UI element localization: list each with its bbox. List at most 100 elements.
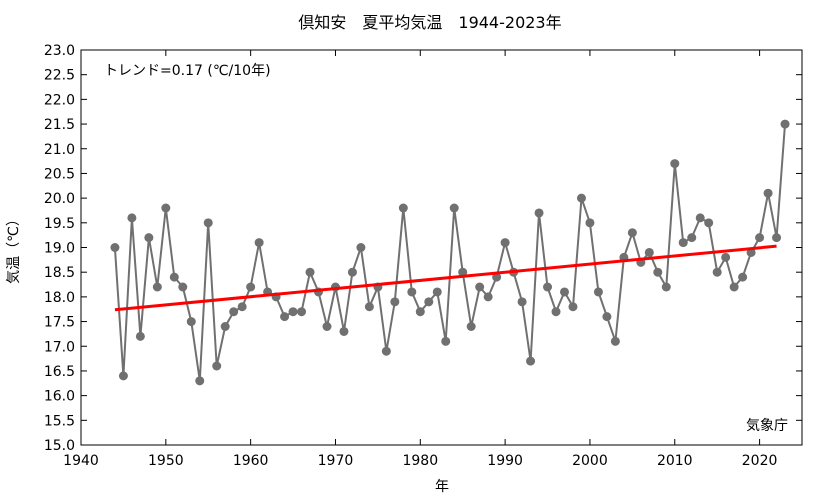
data-point (475, 282, 485, 292)
data-point (169, 272, 179, 282)
chart-title: 倶知安 夏平均気温 1944-2023年 (298, 13, 561, 32)
data-point (738, 272, 748, 282)
data-point (237, 302, 247, 312)
data-point (627, 228, 637, 238)
y-tick-label: 15.5 (44, 413, 75, 429)
data-point (144, 233, 154, 243)
data-point (780, 119, 790, 129)
x-tick-label: 1950 (148, 453, 184, 469)
data-point (118, 371, 128, 381)
data-point (534, 208, 544, 218)
data-point (407, 287, 417, 297)
data-point (687, 233, 697, 243)
data-point (415, 307, 425, 317)
data-point (127, 213, 137, 223)
data-point (755, 233, 765, 243)
data-point (297, 307, 307, 317)
data-point (695, 213, 705, 223)
data-point (246, 282, 256, 292)
x-axis: 1940 1950 1960 1970 1980 1990 2000 2010 2020 (63, 50, 777, 469)
data-point (721, 252, 731, 262)
data-point (458, 267, 468, 277)
y-axis-label: 気温（℃） (6, 212, 22, 284)
data-point (602, 312, 612, 322)
data-point (704, 218, 714, 228)
x-tick-label: 1940 (63, 453, 99, 469)
data-point (356, 243, 366, 252)
data-point (763, 188, 773, 198)
data-point (432, 287, 442, 297)
data-point (254, 238, 264, 248)
y-tick-label: 20.0 (44, 191, 75, 207)
series-summer-mean-temperature (110, 119, 790, 386)
data-point (339, 326, 349, 336)
data-point (229, 307, 239, 317)
data-point (186, 317, 196, 327)
data-point (110, 243, 120, 252)
x-tick-label: 2000 (572, 453, 608, 469)
y-tick-label: 20.5 (44, 166, 75, 182)
data-point (772, 233, 782, 243)
source-label: 気象庁 (746, 418, 788, 434)
data-point (305, 267, 315, 277)
x-tick-label: 1990 (487, 453, 523, 469)
data-point (288, 307, 298, 317)
y-tick-label: 21.5 (44, 117, 75, 133)
data-point (568, 302, 578, 312)
y-tick-label: 17.5 (44, 315, 75, 331)
data-point (212, 361, 222, 371)
data-point (364, 302, 374, 312)
data-point (551, 307, 561, 317)
data-point (585, 218, 595, 228)
y-tick-label: 16.0 (44, 389, 75, 405)
data-point (661, 282, 671, 292)
data-point (135, 331, 145, 341)
data-point (441, 336, 451, 346)
trend-line-group (114, 244, 777, 312)
data-point (644, 247, 654, 257)
y-tick-label: 19.5 (44, 216, 75, 232)
x-tick-label: 1960 (233, 453, 269, 469)
x-tick-label: 1970 (318, 453, 354, 469)
data-point (500, 238, 510, 248)
x-tick-label: 2010 (657, 453, 693, 469)
data-point (161, 203, 171, 213)
y-tick-label: 22.0 (44, 92, 75, 108)
y-axis: 15.0 15.5 16.0 16.5 17.0 17.5 18.0 18.5 19.0 19.5… (44, 43, 802, 454)
data-point (322, 322, 332, 331)
data-point (712, 267, 722, 277)
data-point (449, 203, 459, 213)
data-point (526, 356, 536, 366)
trend-annotation: トレンド=0.17 (℃/10年) (104, 63, 271, 79)
data-point (729, 282, 739, 292)
data-point (381, 346, 391, 356)
y-tick-label: 18.0 (44, 290, 75, 306)
x-tick-label: 1980 (402, 453, 438, 469)
y-tick-label: 16.5 (44, 364, 75, 380)
plot-frame (80, 49, 803, 446)
x-axis-label: 年 (435, 479, 449, 495)
data-point (559, 287, 569, 297)
data-point (220, 322, 230, 331)
y-tick-label: 22.5 (44, 68, 75, 84)
y-tick-label: 17.0 (44, 339, 75, 355)
data-point (670, 159, 680, 169)
y-tick-label: 15.0 (44, 438, 75, 454)
data-point (593, 287, 603, 297)
data-point (653, 267, 663, 277)
data-point (424, 297, 434, 307)
data-point (483, 292, 493, 302)
data-point (492, 272, 502, 282)
y-tick-label: 23.0 (44, 43, 75, 59)
data-point (390, 297, 400, 307)
data-point (678, 238, 688, 248)
data-point (152, 282, 162, 292)
data-point (178, 282, 188, 292)
data-point (466, 322, 476, 331)
data-point (543, 282, 553, 292)
x-tick-label: 2020 (742, 453, 778, 469)
y-tick-label: 21.0 (44, 142, 75, 158)
data-point (610, 336, 620, 346)
data-point (195, 376, 205, 386)
